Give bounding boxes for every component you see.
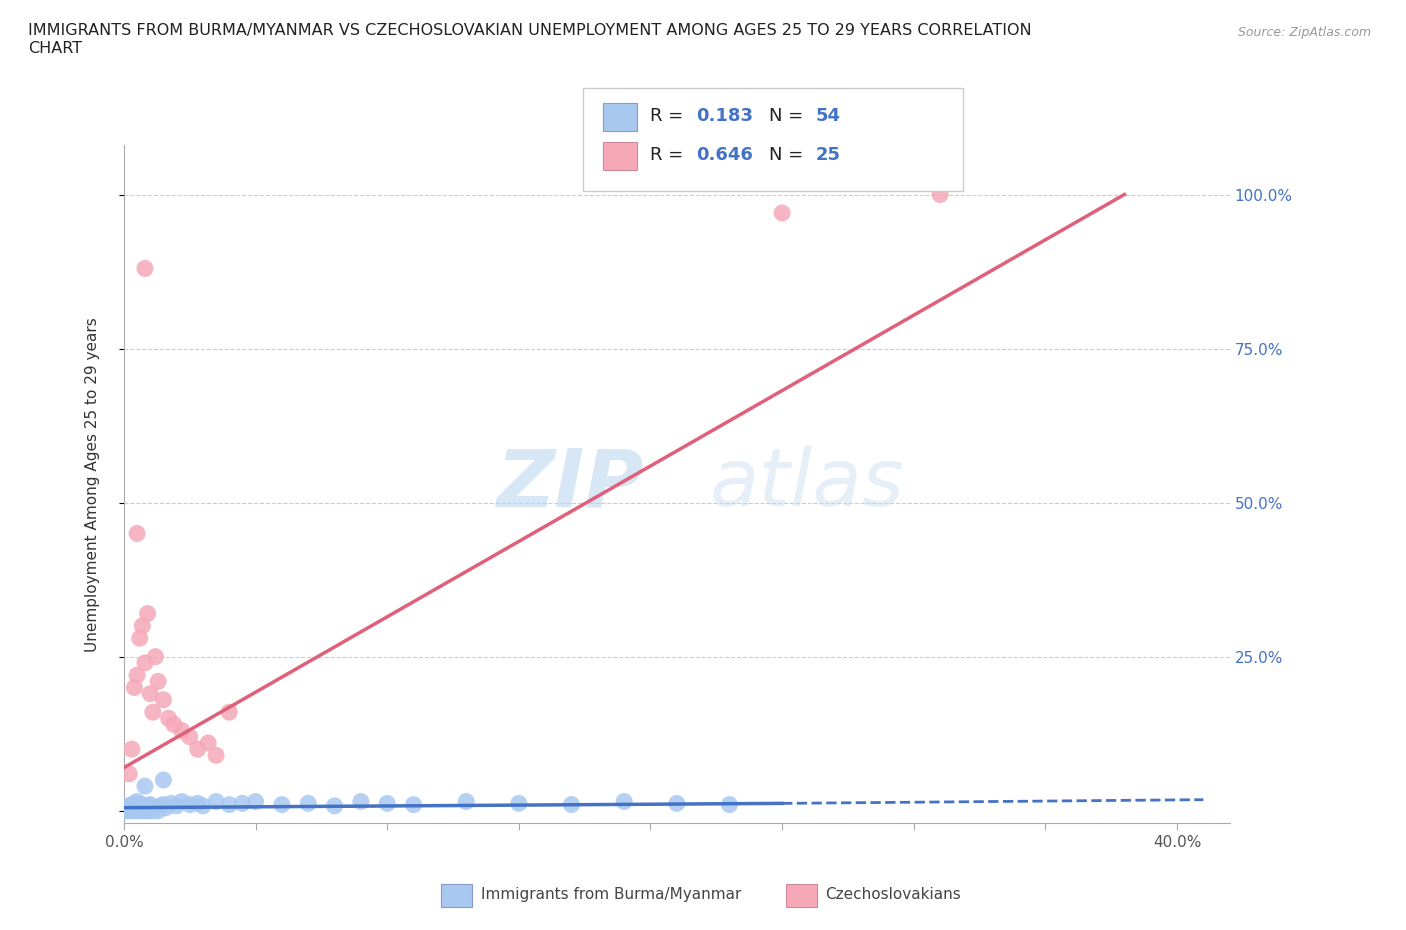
Point [929, 187, 952, 202]
Text: R =: R = [650, 107, 689, 126]
Point [146, 804, 169, 818]
Text: Source: ZipAtlas.com: Source: ZipAtlas.com [1237, 26, 1371, 39]
Point [134, 778, 156, 793]
Point [115, 800, 138, 815]
Point [245, 794, 267, 809]
Point [136, 804, 159, 818]
Text: R =: R = [650, 146, 689, 165]
Point [160, 796, 183, 811]
Point [134, 804, 156, 818]
Text: 0.646: 0.646 [696, 146, 752, 165]
Point [139, 686, 162, 701]
Text: N =: N = [769, 107, 808, 126]
Point [125, 794, 148, 809]
Text: 25: 25 [815, 146, 841, 165]
Point [145, 649, 167, 664]
Point [155, 800, 177, 815]
Point [197, 736, 219, 751]
Point [163, 717, 186, 732]
Point [152, 773, 174, 788]
Point [118, 798, 141, 813]
Point [121, 742, 143, 757]
Point [179, 797, 201, 812]
Text: atlas: atlas [710, 445, 904, 524]
Point [125, 801, 148, 816]
Point [121, 797, 143, 812]
Point [231, 796, 253, 811]
Point [121, 804, 143, 818]
Point [152, 693, 174, 708]
Point [665, 796, 688, 811]
Point [149, 798, 172, 813]
Point [121, 802, 143, 817]
Point [145, 800, 167, 815]
Point [218, 797, 240, 812]
Point [179, 729, 201, 744]
Text: N =: N = [769, 146, 808, 165]
Point [134, 656, 156, 671]
Point [157, 711, 180, 725]
Point [613, 794, 636, 809]
Text: ZIP: ZIP [496, 445, 644, 524]
Point [166, 798, 188, 813]
Point [270, 797, 292, 812]
Point [350, 794, 373, 809]
Point [218, 705, 240, 720]
Point [323, 798, 346, 813]
Point [146, 674, 169, 689]
Point [125, 804, 148, 818]
Point [128, 798, 150, 813]
Point [187, 796, 209, 811]
Point [718, 797, 741, 812]
Point [142, 705, 165, 720]
Point [136, 606, 159, 621]
Text: IMMIGRANTS FROM BURMA/MYANMAR VS CZECHOSLOVAKIAN UNEMPLOYMENT AMONG AGES 25 TO 2: IMMIGRANTS FROM BURMA/MYANMAR VS CZECHOS… [28, 23, 1032, 56]
Point [508, 796, 530, 811]
Point [125, 526, 148, 541]
Point [124, 796, 146, 811]
Point [170, 724, 193, 738]
Point [115, 804, 138, 818]
Text: Immigrants from Burma/Myanmar: Immigrants from Burma/Myanmar [481, 887, 741, 902]
Point [560, 797, 582, 812]
Point [297, 796, 319, 811]
Point [139, 797, 162, 812]
Point [187, 742, 209, 757]
Point [112, 804, 135, 818]
Point [375, 796, 398, 811]
Point [402, 797, 425, 812]
Point [118, 766, 141, 781]
Point [118, 804, 141, 818]
Point [124, 680, 146, 695]
Point [139, 804, 162, 818]
Point [125, 668, 148, 683]
Text: Czechoslovakians: Czechoslovakians [825, 887, 962, 902]
Y-axis label: Unemployment Among Ages 25 to 29 years: Unemployment Among Ages 25 to 29 years [86, 317, 100, 652]
Point [131, 797, 153, 812]
Point [136, 798, 159, 813]
Point [152, 797, 174, 812]
Text: 54: 54 [815, 107, 841, 126]
Point [770, 206, 793, 220]
Point [131, 618, 153, 633]
Point [131, 804, 153, 818]
Point [128, 631, 150, 645]
Point [134, 800, 156, 815]
Point [456, 794, 478, 809]
Text: 0.183: 0.183 [696, 107, 754, 126]
Point [205, 794, 228, 809]
Point [170, 794, 193, 809]
Point [124, 804, 146, 818]
Point [124, 800, 146, 815]
Point [134, 261, 156, 276]
Point [191, 798, 214, 813]
Point [142, 804, 165, 818]
Point [205, 748, 228, 763]
Point [128, 804, 150, 818]
